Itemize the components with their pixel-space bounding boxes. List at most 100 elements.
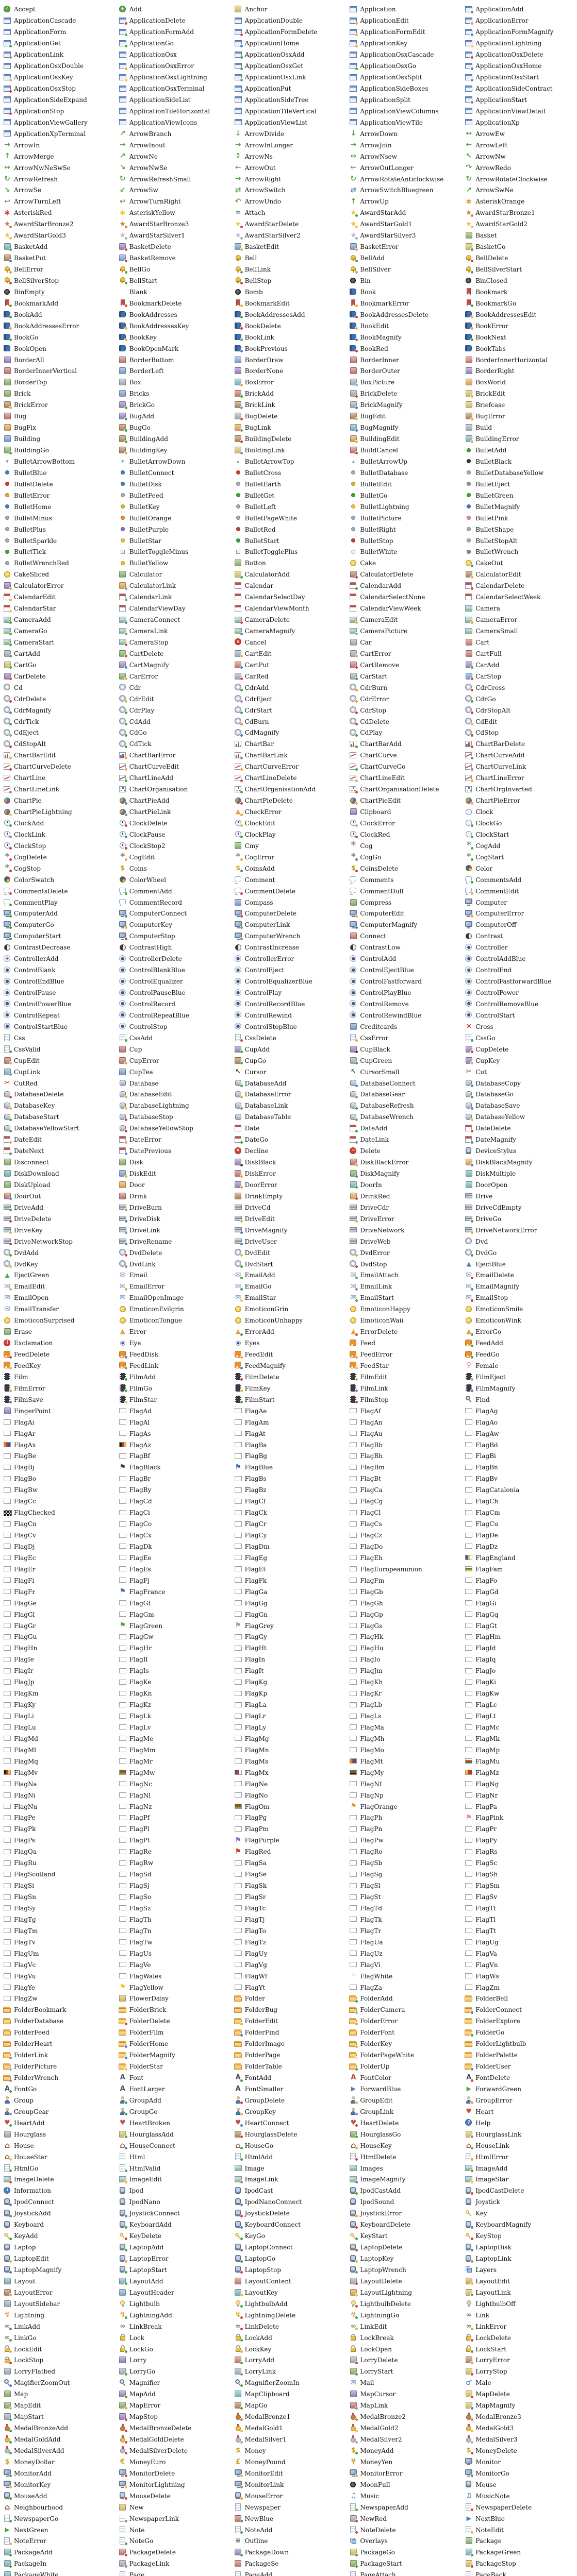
icon-label: ErrorGo [475,1328,502,1336]
flag-np-item: FlagNp [349,1789,465,1801]
icon-label: CupGreen [360,1057,392,1064]
icon-label: Feed [360,1340,375,1347]
anchor-item: Anchor [234,4,350,15]
icon-label: FlagRo [360,1848,383,1856]
icon-label: FeedMagnify [244,1362,286,1369]
bell-item: Bell [234,252,350,264]
flag-fk-item: FlagFk [234,1574,350,1586]
medal-silver-delete-icon [119,2446,128,2455]
cup-edit-icon [3,1056,12,1065]
icon-label: FontGo [14,2085,37,2093]
map-edit-item: MapEdit [3,2400,119,2411]
drive-edit-icon [234,1214,243,1224]
flag-cc-item: FlagCc [3,1496,119,1507]
icon-label: Contrast [475,933,503,940]
icon-label: CdrGo [475,695,496,703]
icon-label: Compress [360,899,392,906]
flag-uz-item: FlagUz [349,1947,465,1959]
icon-label: ApplicationOsx [129,51,177,59]
icon-label: ControllerAdd [14,955,59,963]
database-start-item: DatabaseStart [3,1111,119,1123]
group-go-item: GroupGo [119,2106,234,2117]
icon-label: Drink [129,1192,147,1200]
flag-ky-icon [3,1701,11,1709]
control-repeat-blue-icon: ● [119,1011,127,1019]
icon-label: MedalGoldDelete [129,2436,184,2444]
icon-label: ChartBarEdit [14,752,56,759]
heart-connect-item: ♥ HeartConnect [234,2117,350,2128]
icon-label: ControllerError [244,955,294,963]
button-item: Button [234,557,350,569]
computer-link-icon [234,921,243,929]
comments-add-icon [465,875,474,885]
flag-mu-item: FlagMu [465,1755,577,1767]
folder-page-white-icon [349,2051,359,2060]
heart-broken-item: ♥ HeartBroken [119,2117,234,2128]
bin-empty-item: BinEmpty [3,286,119,297]
cursor-small-icon: ↖ [350,1067,356,1076]
cd-go-icon [119,728,128,737]
error-item: ▲ Error [119,1326,234,1337]
laptop-stop-icon [234,2265,243,2275]
map-clipboard-icon [234,2390,242,2398]
overlays-item: Overlays [349,2535,465,2547]
icon-label: FolderUp [360,2063,390,2071]
flag-hk-item: FlagHk [349,1631,465,1642]
computer-error-icon [465,909,474,918]
flag-za-item: FlagZa [349,1981,465,1993]
bullet-minus-icon [3,514,11,522]
new-item: New [119,2501,234,2513]
comment-add-icon [119,887,128,896]
cog-delete-item: * CogDelete [3,851,119,862]
flag-cy-item: FlagCy [234,1530,350,1541]
compress-item: Compress [349,896,465,908]
icon-label: JoystickConnect [129,2210,180,2217]
icon-label: ArrowRotateAnticlockwise [360,175,444,183]
icon-label: ChartCurveGo [360,763,406,771]
flag-eg-icon [234,1553,242,1562]
flag-europeanunion-item: FlagEuropeanunion [349,1563,465,1574]
flag-ps-icon [3,1836,11,1844]
application-xp-item: ApplicationXp [465,116,577,128]
date-delete-icon [465,1124,474,1133]
flag-mk-item: FlagMk [465,1733,577,1744]
clock-item: Clock [465,806,577,818]
folder-connect-icon [465,2006,474,2014]
flag-purple-icon: ⚑ [235,1836,241,1844]
icon-label: LaptopEdit [14,2255,49,2263]
clock-go-icon [465,819,474,828]
icon-label: FolderLink [14,2052,48,2059]
cart-error-item: CartError [349,648,465,659]
layout-lightning-icon [349,2288,359,2297]
icon-label: FlagPf [129,1814,150,1822]
icon-label: FlagGu [14,1633,37,1641]
icon-label: DriveCdEmpty [475,1204,522,1211]
icon-label: MedalBronze2 [360,2413,406,2421]
bullet-wrench-red-icon [3,559,11,567]
icon-label: LorryAdd [244,2357,275,2364]
camera-magnify-icon [234,627,243,636]
car-stop-item: CarStop [465,670,577,682]
icon-label: LayoutAdd [129,2277,163,2285]
flag-lb-icon [349,1701,357,1709]
html-delete-icon [349,2153,359,2162]
flag-nr-item: FlagNr [465,1789,577,1801]
medal-silver1-item: MedalSilver1 [234,2434,350,2445]
icon-label: PackageDown [244,2549,289,2556]
application-xp-terminal-item: ApplicationXpTerminal [3,128,119,139]
package-link-item: PackageLink [119,2558,234,2569]
flag-gd-icon [465,1587,473,1596]
icon-label: BasketError [360,243,399,251]
icon-label: FlagBlue [244,1464,273,1471]
clock-start-icon [465,830,474,839]
camera-start-icon [3,638,12,647]
eyes-item: Eyes [234,1337,350,1349]
control-start-item: ● ControlStart [465,1009,577,1021]
control-remove-blue-icon: ● [465,999,473,1008]
icon-label: LayoutContent [244,2277,291,2285]
bullet-yellow-icon [119,559,127,567]
application-osx-start-item: ApplicationOsxStart [465,72,577,83]
border-top-icon [3,378,11,386]
flag-ge-icon [3,1599,11,1607]
application-view-tile-item: ApplicationViewTile [349,116,465,128]
